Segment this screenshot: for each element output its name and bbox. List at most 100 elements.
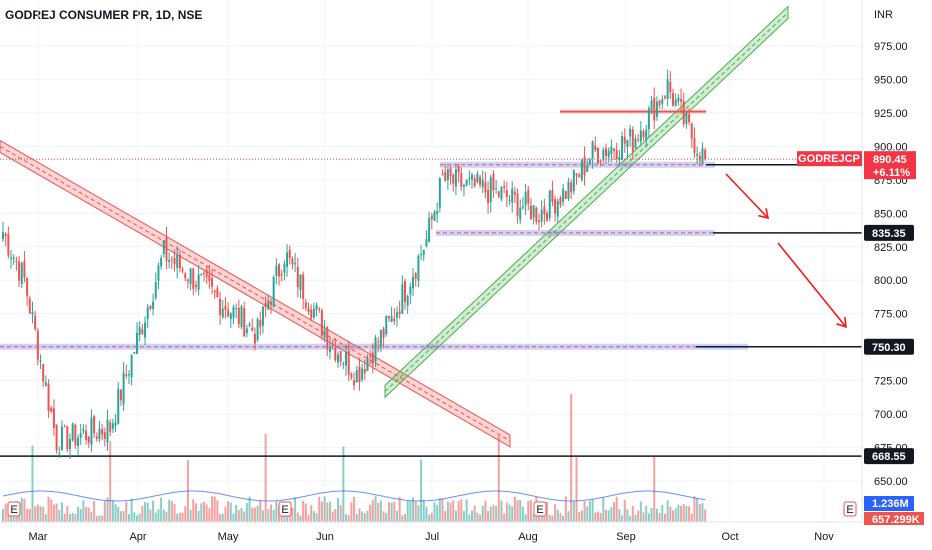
earnings-marker-label: E: [846, 504, 853, 516]
candle-body: [420, 254, 423, 256]
candle-body: [66, 426, 69, 450]
candle-body: [390, 316, 393, 322]
candle-body: [58, 453, 61, 455]
candle-body: [235, 308, 238, 310]
candle-body: [197, 274, 200, 290]
candle-body: [178, 254, 181, 269]
candle-body: [479, 176, 482, 185]
candle-body: [465, 179, 468, 186]
volume-bar: [586, 506, 589, 522]
candle-body: [157, 265, 160, 281]
volume-bar: [200, 503, 203, 522]
time-tick-label: Apr: [129, 531, 146, 543]
volume-bar: [237, 510, 240, 522]
last-price-change: +6.11%: [873, 167, 910, 179]
candle-body: [704, 149, 707, 160]
candle-body: [2, 232, 4, 240]
price-tick-label: 850.00: [874, 208, 908, 220]
candle-body: [109, 422, 112, 432]
volume-bar: [160, 497, 163, 522]
volume-bar: [95, 515, 98, 522]
volume-bar: [213, 496, 216, 522]
candle-body: [320, 310, 323, 336]
volume-bar: [596, 511, 599, 522]
candle-body: [26, 278, 29, 297]
volume-bar: [138, 513, 141, 522]
volume-bar: [382, 511, 385, 522]
candle-body: [318, 308, 321, 310]
candle-body: [414, 273, 417, 279]
candle-body: [111, 423, 114, 429]
candle-body: [42, 363, 45, 382]
volume-bar: [658, 512, 661, 522]
volume-bar: [149, 509, 152, 522]
candle-body: [642, 131, 645, 138]
time-tick-label: May: [218, 531, 239, 543]
volume-bar: [637, 510, 640, 522]
volume-bar: [618, 509, 621, 522]
volume-bar: [178, 513, 181, 522]
volume-bar: [93, 500, 96, 522]
volume-bar: [315, 513, 318, 522]
volume-bar: [189, 509, 192, 522]
candle-body: [588, 159, 591, 164]
volume-bar: [224, 506, 227, 522]
plot-area[interactable]: [0, 0, 862, 522]
candle-body: [47, 383, 50, 411]
volume-bar: [387, 502, 390, 522]
candle-body: [82, 429, 85, 432]
volume-bar: [245, 502, 248, 522]
candle-body: [326, 327, 329, 349]
candle-body: [299, 274, 302, 291]
volume-bar: [615, 496, 618, 522]
candle-body: [270, 301, 272, 305]
candle-body: [546, 213, 549, 221]
price-axis[interactable]: 975.00950.00925.00900.00875.00850.00825.…: [874, 41, 908, 488]
volume-bar: [240, 508, 243, 522]
candle-body: [406, 296, 409, 306]
candle-body: [291, 258, 294, 265]
candle-body: [256, 319, 259, 341]
time-tick-label: Sep: [616, 531, 636, 543]
candle-body: [342, 363, 345, 365]
candle-body: [452, 174, 455, 184]
volume-bar: [605, 509, 607, 522]
candle-body: [355, 370, 358, 383]
volume-bar: [524, 514, 527, 522]
candle-body: [487, 190, 490, 204]
volume-bar: [117, 507, 120, 522]
candle-body: [505, 190, 508, 198]
earnings-marker-label: E: [536, 504, 543, 516]
candle-body: [149, 305, 152, 310]
candle-body: [596, 147, 599, 164]
candle-body: [186, 279, 189, 282]
volume-bar: [698, 504, 701, 522]
volume-bar: [184, 506, 187, 522]
volume-bar: [441, 498, 444, 522]
volume-bar: [205, 504, 208, 522]
time-axis[interactable]: Mar Apr May Jun Jul Aug Sep Oct Nov: [29, 531, 835, 543]
volume-bar: [26, 509, 29, 522]
volume-bar: [449, 502, 452, 522]
candle-body: [264, 303, 267, 308]
volume-bar: [369, 504, 372, 522]
volume-bar: [398, 496, 401, 522]
earnings-marker: [7, 501, 21, 517]
candle-body: [690, 123, 693, 139]
volume-bar: [417, 505, 420, 522]
volume-bar: [256, 505, 259, 522]
candle-body: [441, 174, 444, 176]
candle-body: [430, 215, 433, 220]
candle-body: [101, 428, 104, 435]
volume-bar: [666, 500, 669, 522]
volume-bar: [594, 512, 597, 522]
candle-body: [476, 173, 479, 183]
level-tag-label: 668.55: [872, 451, 906, 463]
candle-body: [412, 276, 415, 289]
candle-body: [288, 249, 291, 258]
candle-body: [55, 424, 58, 451]
candle-body: [462, 185, 465, 187]
level-tag-label: 750.30: [872, 342, 906, 354]
candle-body: [95, 436, 98, 439]
